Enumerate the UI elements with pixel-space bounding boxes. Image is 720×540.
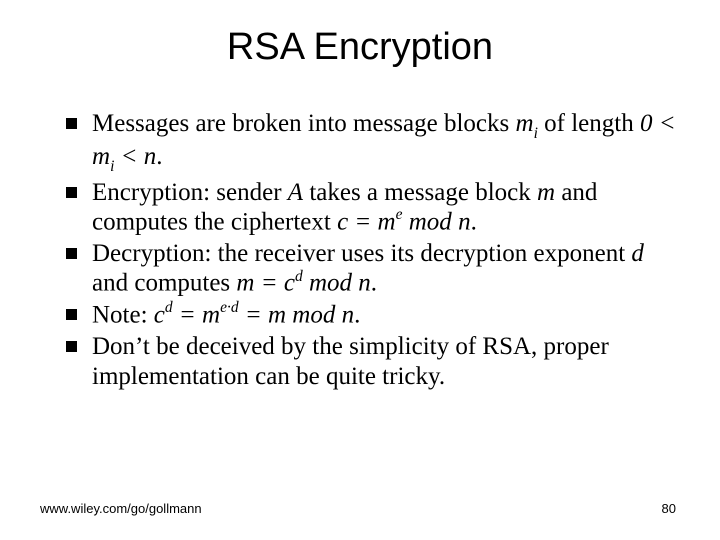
bullet-5: Don’t be deceived by the simplicity of R… (60, 332, 680, 391)
text: and computes (92, 270, 236, 297)
lt: < (114, 143, 143, 170)
text: . (471, 208, 477, 235)
var-m: m (268, 302, 286, 329)
mod: mod (403, 208, 459, 235)
mod: mod (303, 270, 359, 297)
var-m: m (236, 270, 254, 297)
var-c: c (154, 302, 165, 329)
text: Don’t be deceived by the simplicity of R… (92, 333, 609, 390)
eq: = (254, 270, 283, 297)
bullet-list: Messages are broken into message blocks … (60, 109, 680, 391)
var-d: d (631, 240, 644, 267)
text: of length (538, 110, 640, 137)
num-0: 0 (640, 110, 653, 137)
text: Messages are broken into message blocks (92, 110, 516, 137)
var-m: m (378, 208, 396, 235)
text: . (354, 302, 360, 329)
var-A: A (288, 179, 303, 206)
text: . (156, 143, 162, 170)
var-n: n (144, 143, 157, 170)
var-n: n (458, 208, 471, 235)
var-m: m (537, 179, 555, 206)
var-m: m (202, 302, 220, 329)
bullet-1: Messages are broken into message blocks … (60, 109, 680, 176)
sup-d: d (165, 299, 173, 316)
sub-i: i (110, 158, 114, 175)
eq: = (239, 302, 268, 329)
sub-i: i (534, 125, 538, 142)
bullet-4: Note: cd = me·d = m mod n. (60, 300, 680, 330)
text: Encryption: sender (92, 179, 288, 206)
mod: mod (286, 302, 342, 329)
slide: RSA Encryption Messages are broken into … (0, 0, 720, 540)
var-n: n (342, 302, 355, 329)
text: Note: (92, 302, 154, 329)
var-n: n (358, 270, 371, 297)
bullet-3: Decryption: the receiver uses its decryp… (60, 239, 680, 298)
var-m: m (92, 143, 110, 170)
page-number: 80 (662, 501, 676, 516)
var-m: m (516, 110, 534, 137)
text: takes a message block (303, 179, 537, 206)
eq: = (173, 302, 202, 329)
var-c: c (284, 270, 295, 297)
text: . (371, 270, 377, 297)
slide-body: Messages are broken into message blocks … (0, 79, 720, 391)
var-c: c (337, 208, 348, 235)
eq: = (348, 208, 377, 235)
slide-title: RSA Encryption (0, 0, 720, 79)
text: Decryption: the receiver uses its decryp… (92, 240, 631, 267)
lt: < (652, 110, 675, 137)
sup-d: d (295, 268, 303, 285)
sup-ed: e·d (220, 299, 239, 316)
footer-url: www.wiley.com/go/gollmann (40, 501, 202, 516)
bullet-2: Encryption: sender A takes a message blo… (60, 178, 680, 237)
sup-e: e (396, 206, 403, 223)
